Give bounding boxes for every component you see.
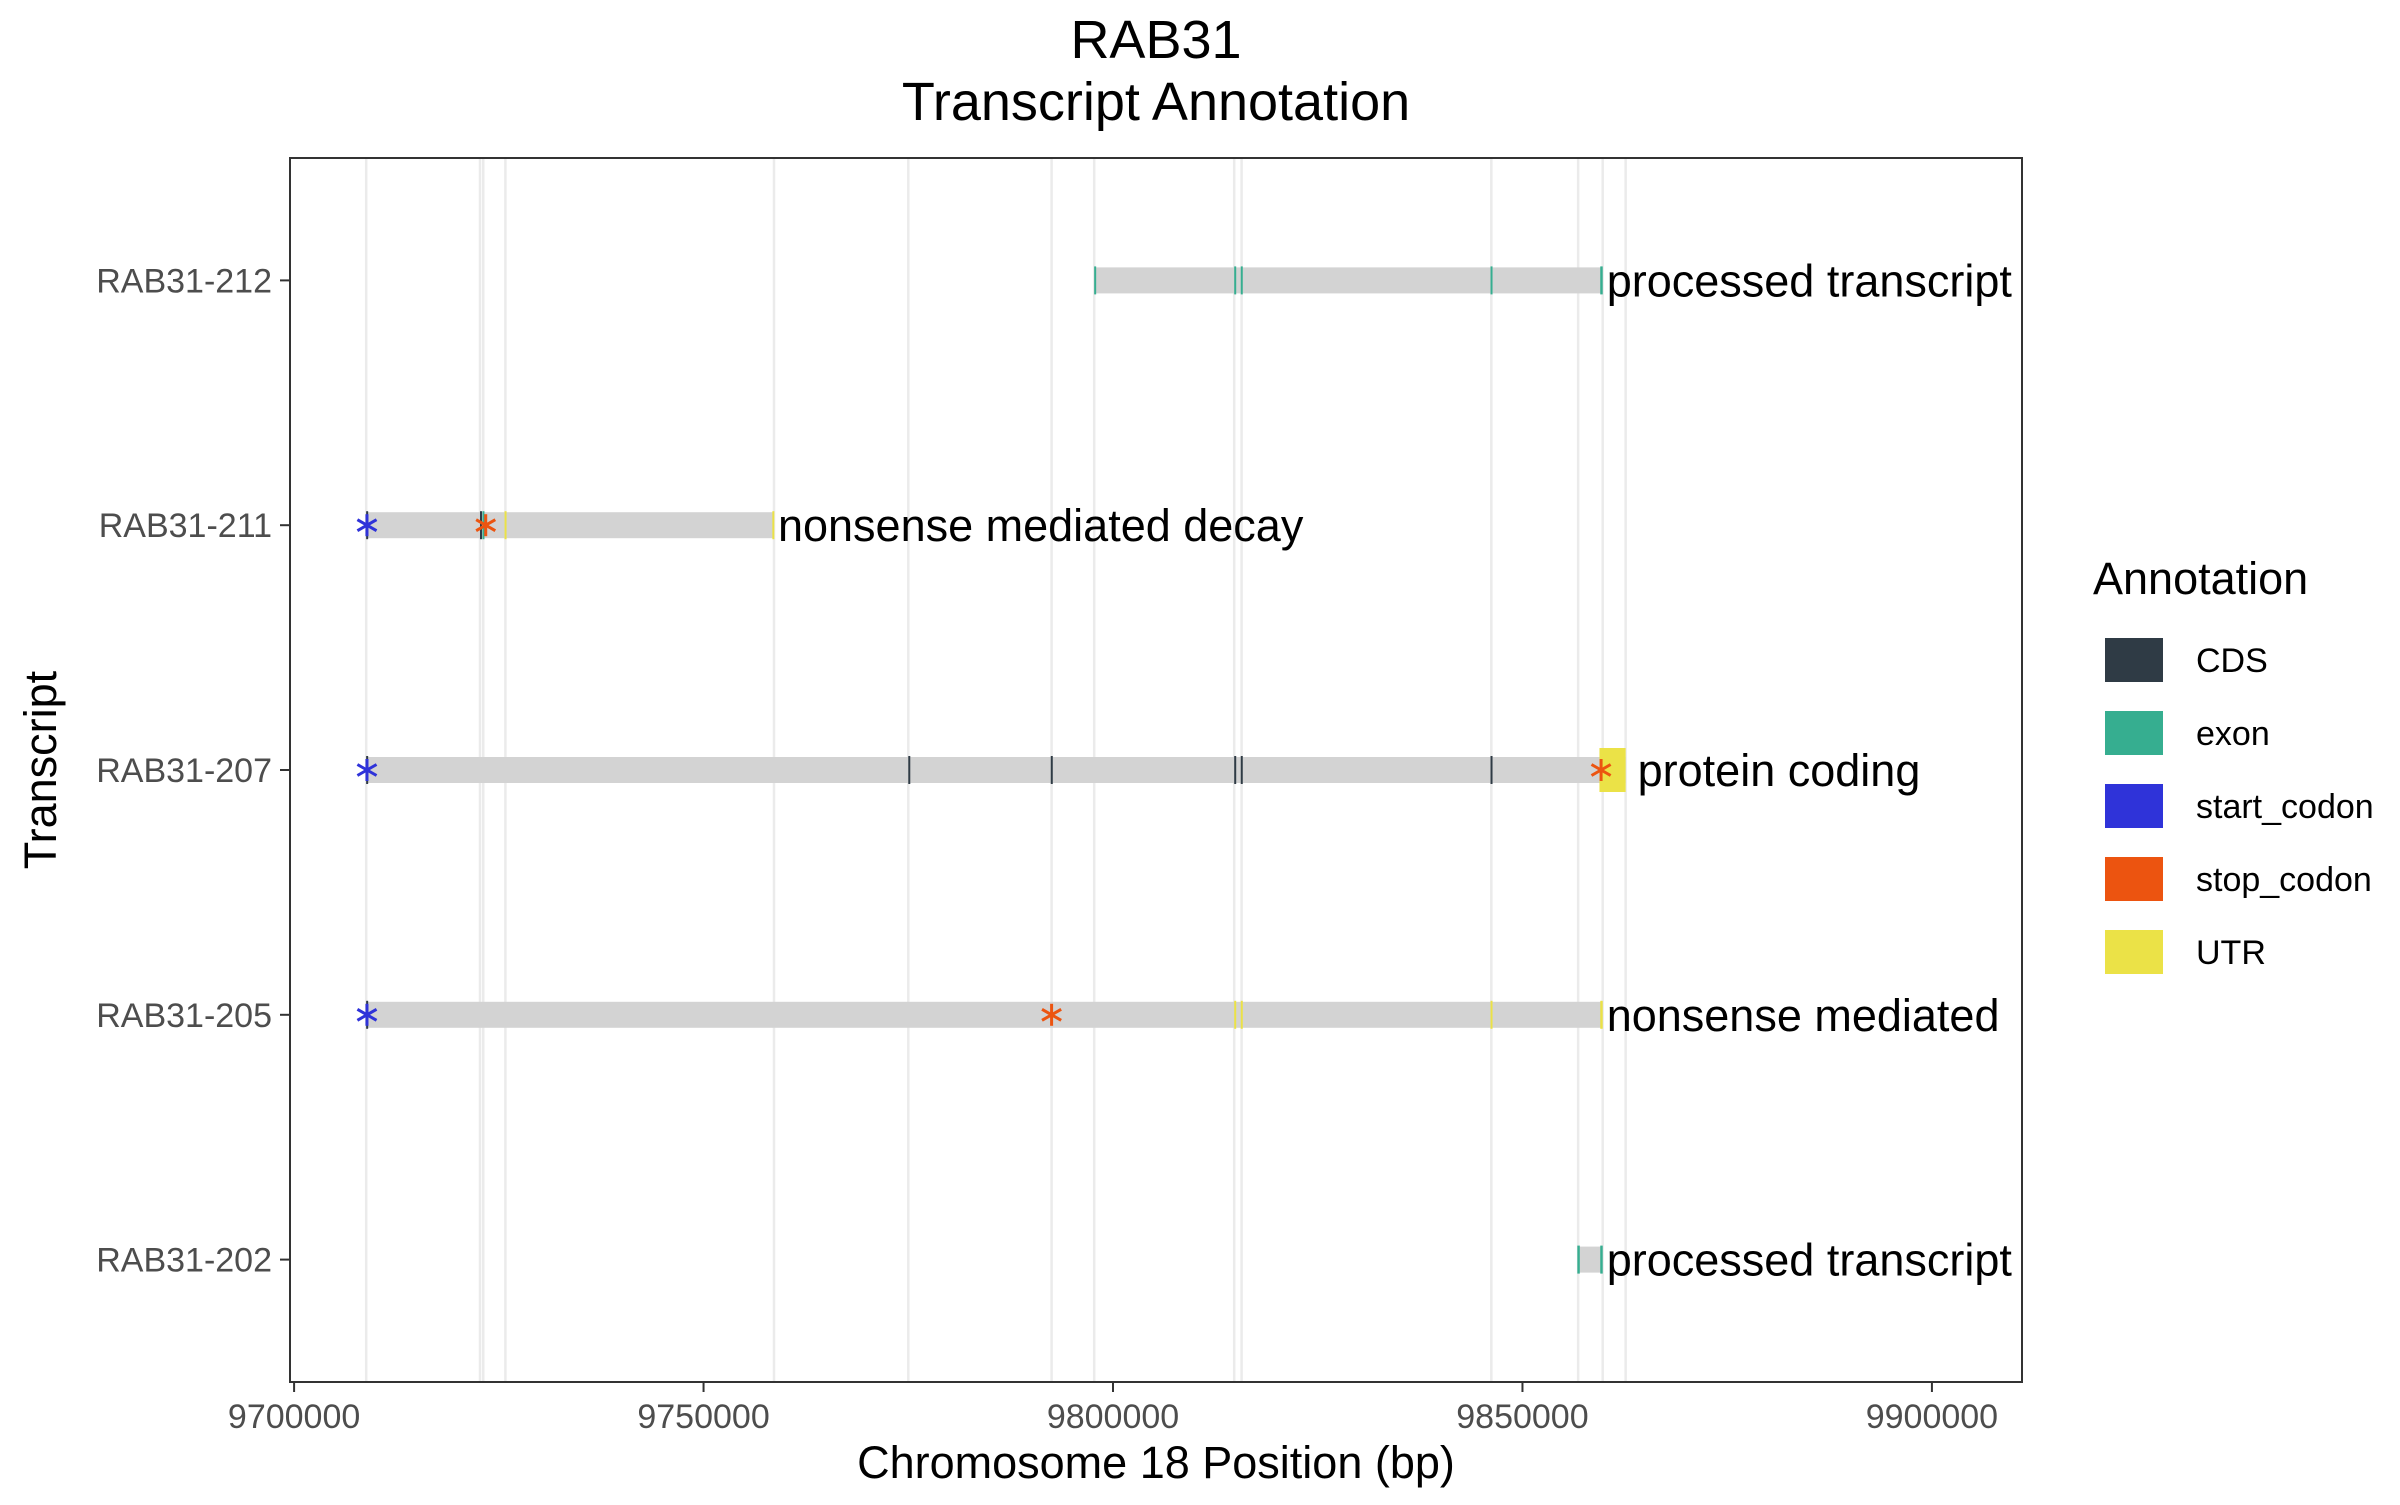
utr-block [772,511,775,540]
utr-block [1490,1000,1493,1029]
legend-label: exon [2196,715,2270,753]
y-tick-label: RAB31-202 [96,1242,272,1280]
x-tick-label: 9900000 [1866,1398,1998,1436]
transcript-bar [366,1001,1603,1028]
start-codon-marker [356,514,378,537]
stop-codon-marker [1041,1003,1062,1026]
biotype-label: protein coding [1638,745,1921,796]
transcript-bar [1094,267,1603,294]
start-codon-marker [356,759,378,781]
legend-label: CDS [2196,642,2268,680]
utr-block [504,511,507,540]
y-axis-title: Transcript [15,670,66,869]
y-tick-label: RAB31-205 [96,997,272,1035]
legend-label: start_codon [2196,788,2374,826]
legend-swatch-stop-codon [2105,857,2163,901]
x-axis-title: Chromosome 18 Position (bp) [857,1437,1455,1488]
cds-block [1490,756,1493,784]
x-axis: 9700000 9750000 9800000 9850000 9900000 [228,1382,1998,1436]
chart-title-line-2: Transcript Annotation [902,72,1410,132]
legend-swatch-exon [2105,711,2163,755]
y-tick-label: RAB31-211 [99,507,272,545]
transcript-bar [1578,1246,1603,1273]
legend-label: UTR [2196,934,2266,972]
biotype-label: nonsense mediated [1607,990,2000,1041]
y-tick-label: RAB31-212 [96,262,272,300]
exon-block [1490,266,1493,295]
legend: Annotation CDS exon start_codon stop_codon U… [2093,553,2374,974]
utr-block [1600,1000,1603,1029]
exon-block [1234,266,1237,295]
cds-block [1234,756,1237,784]
legend-swatch-cds [2105,638,2163,682]
exon-block [1600,1245,1603,1274]
legend-swatch-utr [2105,930,2163,974]
exon-block [1094,266,1097,295]
y-axis: RAB31-212 RAB31-211 RAB31-207 RAB31-205 RAB3… [96,262,290,1280]
biotype-label: processed transcript [1607,1235,2013,1286]
transcript-bar [366,757,1626,783]
cds-block [1050,756,1053,784]
biotype-label: nonsense mediated decay [778,500,1304,551]
exon-block [1600,266,1603,295]
cds-block [1240,756,1243,784]
legend-title: Annotation [2093,553,2308,604]
legend-label: stop_codon [2196,861,2372,899]
y-tick-label: RAB31-207 [96,752,272,790]
x-tick-label: 9750000 [637,1398,769,1436]
x-tick-label: 9700000 [228,1398,360,1436]
transcript-bar [366,512,774,539]
biotype-label: processed transcript [1607,255,2013,306]
x-tick-label: 9850000 [1456,1398,1588,1436]
exon-block [1577,1245,1580,1274]
cds-block [908,756,911,784]
cds-block [479,511,482,540]
legend-swatch-start-codon [2105,784,2163,828]
stop-codon-marker [475,514,497,537]
stop-codon-marker [1590,759,1612,781]
biotype-labels: processed transcript nonsense mediated de… [778,255,2012,1285]
utr-block [1240,1000,1243,1029]
exon-block [1240,266,1243,295]
x-tick-label: 9800000 [1047,1398,1179,1436]
chart-title-line-1: RAB31 [1070,10,1241,70]
utr-block [1234,1000,1237,1029]
feature-marks [356,266,1626,1274]
transcript-bars [366,267,1626,1273]
start-codon-marker [356,1003,378,1026]
